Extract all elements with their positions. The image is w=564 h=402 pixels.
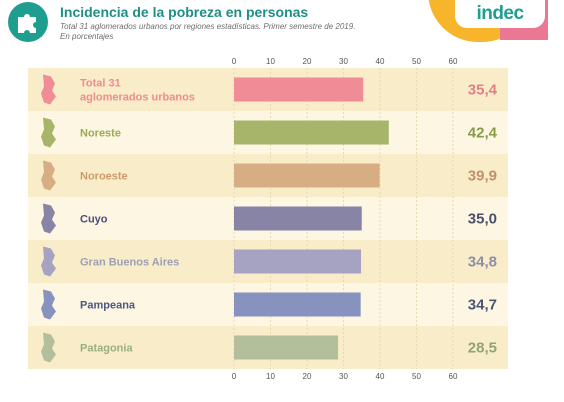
x-tick-label-top: 60	[449, 57, 458, 66]
category-label: Gran Buenos Aires	[80, 257, 179, 269]
category-label-line: aglomerados urbanos	[80, 92, 195, 104]
region-map-icon	[41, 332, 56, 363]
value-label: 34,8	[468, 254, 497, 271]
brand-name: indec	[476, 3, 524, 24]
value-label: 34,7	[468, 297, 497, 314]
x-tick-label-top: 50	[412, 57, 421, 66]
infographic: Incidencia de la pobreza en personas Tot…	[8, 0, 548, 381]
category-label-line: Cuyo	[80, 214, 108, 226]
chart-subtitle: Total 31 aglomerados urbanos por regione…	[60, 22, 390, 42]
x-tick-label-bottom: 20	[303, 372, 312, 381]
x-tick-label-top: 20	[303, 57, 312, 66]
puzzle-piece-icon	[18, 14, 36, 33]
x-tick-label-top: 30	[339, 57, 348, 66]
x-tick-label-bottom: 30	[339, 372, 348, 381]
region-map-icon	[41, 246, 56, 277]
brand-logo: indec	[455, 0, 545, 28]
region-map-icon	[41, 74, 56, 105]
category-label: Noroeste	[80, 171, 128, 183]
value-label: 35,4	[468, 82, 498, 99]
bar	[234, 163, 380, 188]
category-label: Patagonia	[80, 343, 133, 355]
bar	[234, 335, 339, 360]
chart-title: Incidencia de la pobreza en personas	[60, 4, 309, 20]
value-label: 42,4	[468, 125, 498, 142]
category-label: Cuyo	[80, 214, 108, 226]
category-label-line: Patagonia	[80, 343, 133, 355]
bar	[234, 120, 389, 145]
bar	[234, 249, 362, 274]
category-label-line: Noreste	[80, 128, 121, 140]
value-label: 35,0	[468, 211, 497, 228]
x-tick-label-bottom: 50	[412, 372, 421, 381]
category-label-line: Gran Buenos Aires	[80, 257, 179, 269]
subtitle-line-2: En porcentajes	[60, 32, 114, 41]
value-label: 28,5	[468, 340, 497, 357]
x-tick-label-bottom: 40	[376, 372, 385, 381]
category-label: Noreste	[80, 128, 121, 140]
x-tick-label-bottom: 10	[266, 372, 275, 381]
category-label-line: Noroeste	[80, 171, 128, 183]
bar	[234, 77, 364, 102]
category-label: Total 31 aglomerados urbanos	[80, 78, 195, 104]
x-tick-label-top: 40	[376, 57, 385, 66]
x-tick-label-top: 10	[266, 57, 275, 66]
region-map-icon	[41, 160, 56, 191]
puzzle-logo-icon	[8, 2, 48, 42]
category-label-line: Total 31	[80, 78, 121, 90]
x-tick-label-top: 0	[232, 57, 237, 66]
bar-chart: 0 0 10 10 20 20 30 30 40 40 50 50 60 60 Total 31 aglome…	[28, 57, 508, 381]
subtitle-line-1: Total 31 aglomerados urbanos por regione…	[60, 22, 356, 31]
x-tick-label-bottom: 60	[449, 372, 458, 381]
x-tick-label-bottom: 0	[232, 372, 237, 381]
bar	[234, 206, 362, 231]
region-map-icon	[41, 289, 56, 320]
region-map-icon	[41, 203, 56, 234]
bar	[234, 292, 361, 317]
category-label-line: Pampeana	[80, 300, 136, 312]
category-label: Pampeana	[80, 300, 136, 312]
value-label: 39,9	[468, 168, 497, 185]
region-map-icon	[41, 117, 56, 148]
